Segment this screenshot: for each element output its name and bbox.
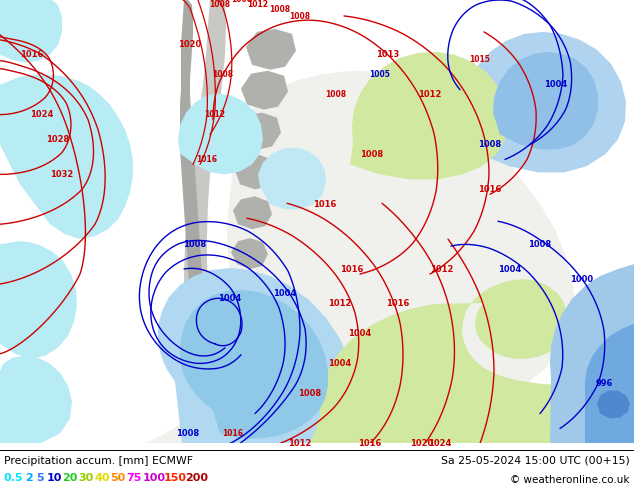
Polygon shape — [235, 154, 276, 189]
Polygon shape — [237, 113, 281, 149]
Text: 150: 150 — [164, 473, 187, 483]
Text: 1008: 1008 — [299, 389, 321, 398]
Text: 2: 2 — [25, 473, 33, 483]
Polygon shape — [145, 71, 575, 443]
Text: 1008: 1008 — [176, 429, 200, 438]
Text: 0.5: 0.5 — [4, 473, 23, 483]
Polygon shape — [493, 52, 598, 149]
Text: 1016: 1016 — [20, 50, 44, 59]
Text: 1020: 1020 — [178, 40, 202, 49]
Text: © weatheronline.co.uk: © weatheronline.co.uk — [510, 475, 630, 485]
Text: 1016: 1016 — [386, 299, 410, 308]
Text: 1008: 1008 — [212, 70, 233, 79]
Text: 1012: 1012 — [288, 439, 312, 448]
Polygon shape — [258, 147, 326, 209]
Text: 10: 10 — [46, 473, 62, 483]
Text: 200: 200 — [186, 473, 209, 483]
Polygon shape — [550, 264, 634, 443]
Text: 1004: 1004 — [348, 329, 372, 338]
Text: 1004: 1004 — [545, 80, 567, 89]
Text: 1024: 1024 — [429, 439, 451, 448]
Polygon shape — [246, 29, 296, 70]
Text: 1024: 1024 — [30, 110, 54, 119]
Polygon shape — [0, 0, 133, 239]
Text: 1008: 1008 — [209, 0, 231, 9]
Text: 1015: 1015 — [470, 55, 491, 64]
Text: 1008: 1008 — [290, 12, 311, 22]
Text: 1008: 1008 — [231, 0, 252, 4]
Text: 996: 996 — [595, 379, 612, 388]
Text: 1005: 1005 — [370, 70, 391, 79]
Text: 1000: 1000 — [571, 274, 593, 284]
Text: 1013: 1013 — [377, 50, 399, 59]
Polygon shape — [228, 365, 255, 389]
Polygon shape — [184, 0, 230, 443]
Text: 1008: 1008 — [269, 5, 290, 15]
Polygon shape — [0, 356, 72, 443]
Polygon shape — [180, 0, 211, 439]
Polygon shape — [241, 71, 288, 110]
Text: 1016: 1016 — [197, 155, 217, 164]
Text: 1012: 1012 — [430, 265, 454, 273]
Text: 1016: 1016 — [313, 200, 337, 209]
Text: 1028: 1028 — [46, 135, 70, 144]
Text: 1004: 1004 — [273, 290, 297, 298]
Polygon shape — [233, 196, 272, 229]
Text: 1008: 1008 — [528, 240, 552, 248]
Text: 5: 5 — [36, 473, 44, 483]
Polygon shape — [235, 322, 267, 349]
Text: 1012: 1012 — [205, 110, 226, 119]
Text: 1012: 1012 — [247, 0, 269, 9]
Polygon shape — [597, 391, 630, 418]
Polygon shape — [231, 238, 268, 269]
Text: 1016: 1016 — [223, 429, 243, 438]
Polygon shape — [180, 290, 328, 439]
Text: 40: 40 — [94, 473, 110, 483]
Text: 1012: 1012 — [418, 90, 442, 99]
Text: 1008: 1008 — [325, 90, 347, 99]
Text: 1020: 1020 — [410, 439, 434, 448]
Text: 1012: 1012 — [328, 299, 352, 308]
Text: 50: 50 — [110, 473, 126, 483]
Polygon shape — [585, 324, 634, 443]
Polygon shape — [158, 268, 355, 443]
Text: 75: 75 — [127, 473, 142, 483]
Text: Precipitation accum. [mm] ECMWF: Precipitation accum. [mm] ECMWF — [4, 456, 193, 466]
Polygon shape — [0, 241, 77, 359]
Polygon shape — [464, 32, 626, 172]
Text: 1016: 1016 — [478, 185, 501, 194]
Text: 1004: 1004 — [218, 294, 242, 303]
Text: 1004: 1004 — [498, 265, 522, 273]
Text: 100: 100 — [143, 473, 165, 483]
Text: 30: 30 — [79, 473, 94, 483]
Text: 1008: 1008 — [361, 150, 384, 159]
Text: 1008: 1008 — [183, 240, 207, 248]
Text: 1016: 1016 — [340, 265, 364, 273]
Polygon shape — [0, 0, 62, 63]
Text: 1032: 1032 — [50, 170, 74, 179]
Polygon shape — [350, 52, 508, 179]
Polygon shape — [178, 94, 263, 174]
Text: Sa 25-05-2024 15:00 UTC (00+15): Sa 25-05-2024 15:00 UTC (00+15) — [441, 456, 630, 466]
Polygon shape — [310, 279, 634, 443]
Text: 1008: 1008 — [479, 140, 501, 149]
Text: 1004: 1004 — [328, 359, 352, 368]
Polygon shape — [231, 281, 264, 309]
Text: 1016: 1016 — [358, 439, 382, 448]
Text: 20: 20 — [63, 473, 78, 483]
